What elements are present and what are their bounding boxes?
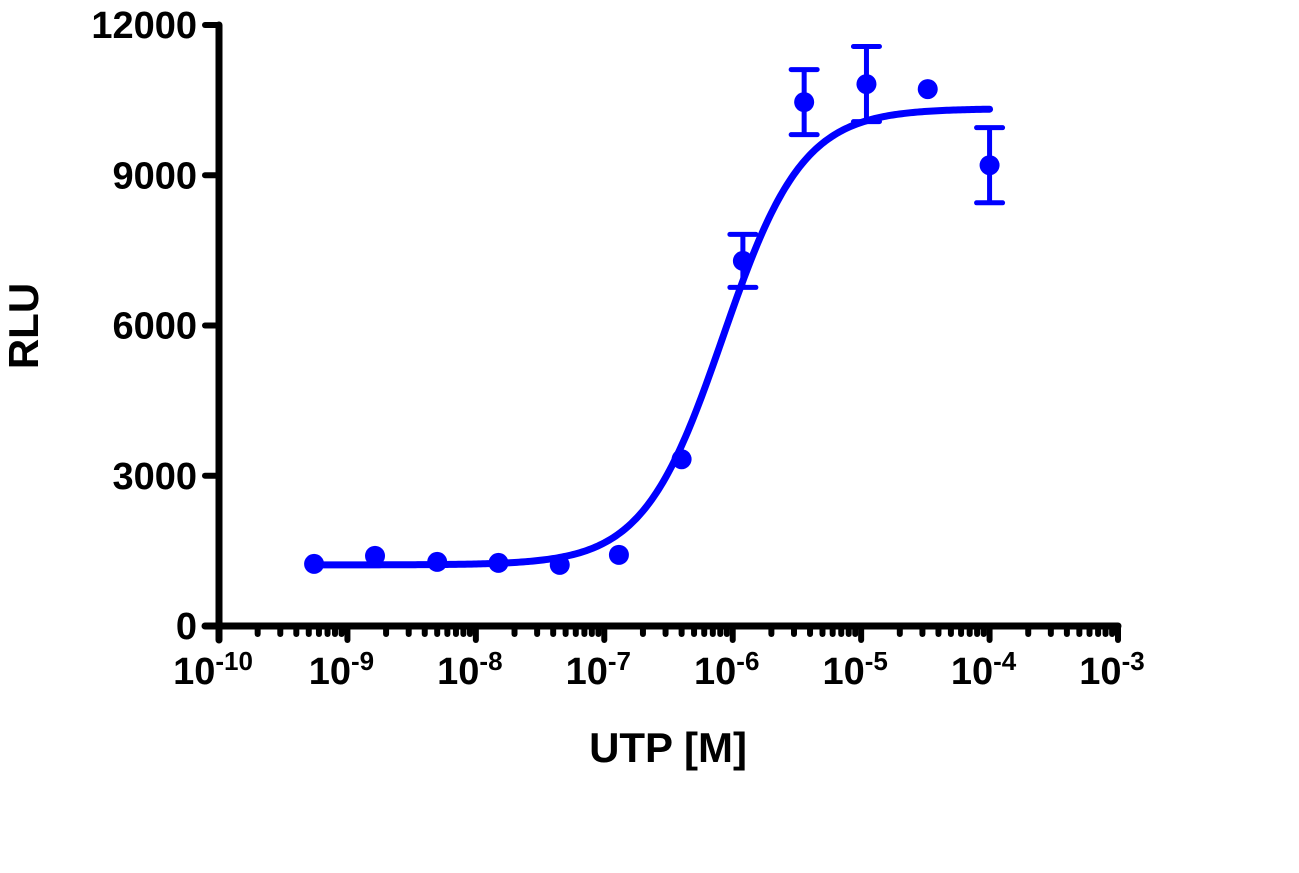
data-point: [304, 553, 325, 574]
x-tick-labels: 10-10 10-9 10-8 10-7 10-6 10-5 10-4 10-3: [173, 646, 1145, 693]
data-point: [794, 92, 815, 113]
x-tick-label: 10-4: [951, 646, 1017, 693]
x-tick-label: 10-10: [173, 646, 253, 693]
data-point: [427, 551, 448, 572]
data-point: [488, 552, 509, 573]
fit-curve-path: [310, 105, 994, 569]
error-bars: [727, 44, 1006, 290]
y-tick-label: 6000: [112, 306, 197, 348]
y-tick-label: 0: [176, 606, 197, 648]
y-tick-labels: 0 3000 6000 9000 12000: [91, 5, 197, 648]
x-tick-label: 10-7: [566, 646, 631, 693]
data-point: [979, 155, 1000, 176]
y-tick-label: 9000: [112, 155, 197, 197]
x-axis-title: UTP [M]: [589, 724, 747, 771]
data-point: [732, 250, 753, 271]
y-axis-title: RLU: [0, 283, 47, 369]
data-point: [671, 449, 692, 470]
data-point: [608, 544, 629, 565]
data-point: [549, 554, 570, 575]
x-tick-label: 10-8: [437, 646, 502, 693]
x-tick-label: 10-5: [822, 646, 887, 693]
data-point: [917, 79, 938, 100]
x-tick-label: 10-3: [1079, 646, 1144, 693]
axes: [201, 21, 1122, 644]
data-point: [856, 74, 877, 95]
x-tick-label: 10-6: [694, 646, 759, 693]
y-tick-label: 12000: [91, 5, 197, 47]
data-point: [365, 545, 386, 566]
y-tick-label: 3000: [112, 456, 197, 498]
x-tick-label: 10-9: [309, 646, 374, 693]
fit-curve: [310, 105, 994, 569]
data-points: [304, 74, 1000, 575]
